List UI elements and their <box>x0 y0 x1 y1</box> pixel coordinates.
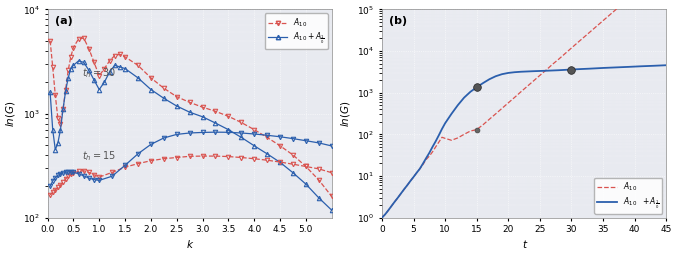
X-axis label: t: t <box>522 240 526 250</box>
Y-axis label: $\mathit{ln}(G)$: $\mathit{ln}(G)$ <box>339 100 352 127</box>
Text: $t_h = 15$: $t_h = 15$ <box>82 149 116 163</box>
Legend: $A_{10}$, $A_{10}\ \ + A_{\frac{1}{0}}$: $A_{10}$, $A_{10}\ \ + A_{\frac{1}{0}}$ <box>594 178 662 214</box>
Y-axis label: $\mathit{ln}(G)$: $\mathit{ln}(G)$ <box>4 100 17 127</box>
X-axis label: k: k <box>187 240 193 250</box>
Text: (b): (b) <box>389 15 407 26</box>
Text: (a): (a) <box>55 15 72 26</box>
Text: $t_h = 30$: $t_h = 30$ <box>82 66 116 80</box>
Legend: $A_{10}$, $A_{10} + A_{\frac{1}{0}}$: $A_{10}$, $A_{10} + A_{\frac{1}{0}}$ <box>265 13 328 49</box>
